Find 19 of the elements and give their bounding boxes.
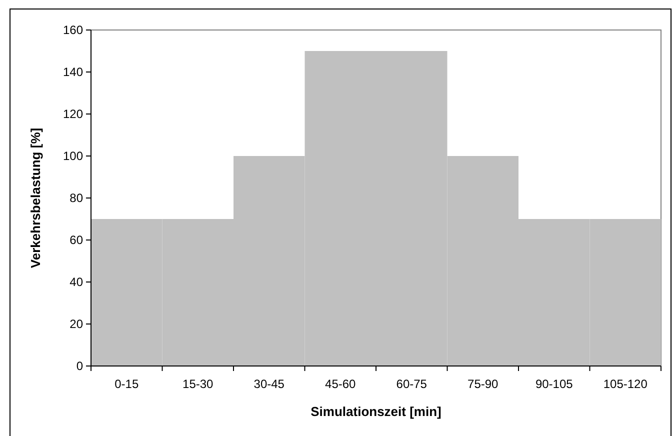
x-tick-label: 0-15 [114,377,139,391]
x-tick-label: 30-45 [254,377,285,391]
y-tick-label: 120 [62,107,84,122]
y-tick-label: 80 [70,191,84,206]
x-tick-label: 45-60 [325,377,356,391]
y-tick-label: 100 [62,149,84,164]
x-tick-label: 75-90 [468,377,499,391]
y-tick-label: 40 [70,275,84,290]
x-tick-label: 90-105 [535,377,574,391]
x-tick-label: 105-120 [603,377,648,391]
y-tick-label: 20 [70,317,84,332]
x-tick-label: 60-75 [396,377,428,391]
x-tick-label: 15-30 [182,377,214,391]
y-tick-label: 160 [62,23,84,38]
y-tick-label: 140 [62,65,84,80]
y-tick-label: 60 [70,233,84,248]
y-axis-title: Verkehrsbelastung [%] [28,128,43,268]
y-tick-label: 0 [76,359,84,374]
x-axis-title: Simulationszeit [min] [310,404,442,419]
